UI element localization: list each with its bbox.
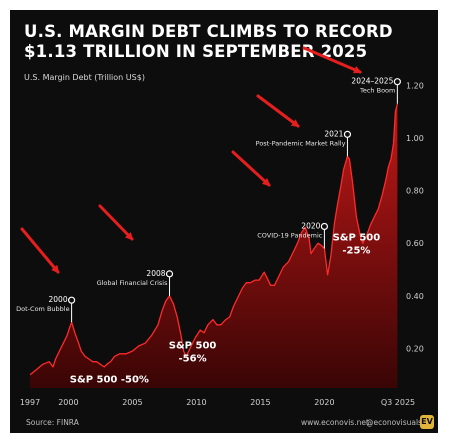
annotation-marker (393, 78, 401, 86)
annotation-text: Post-Pandemic Market Rally (256, 139, 346, 147)
x-tick-label: Q3 2025 (381, 398, 415, 407)
margin-debt-line (29, 103, 399, 376)
source-note: Source: FINRA (26, 418, 79, 427)
annotation-text: Global Financial Crisis (97, 279, 169, 287)
website-link[interactable]: www.econovis.net (301, 418, 369, 427)
drawdown-label: S&P 500 (333, 233, 381, 244)
brand-logo: EV (420, 415, 434, 429)
annotation-text: COVID-19 Pandemic (257, 231, 323, 239)
x-tick-label: 2020 (314, 398, 334, 407)
x-tick-label: 2005 (122, 398, 142, 407)
annotation-text: Tech Boom (359, 87, 395, 95)
title-line-1: U.S. MARGIN DEBT CLIMBS TO RECORD (24, 22, 393, 41)
x-tick-label: 2015 (250, 398, 270, 407)
annotation-text: Dot-Com Bubble (16, 305, 69, 313)
annotation-year: 2008 (146, 269, 165, 278)
arrow-decoration (231, 150, 271, 187)
chart-card: U.S. MARGIN DEBT CLIMBS TO RECORD $1.13 … (10, 10, 438, 433)
y-tick-label: 1.00 (406, 134, 424, 143)
x-tick-label: 1997 (20, 398, 40, 407)
drawdown-label: S&P 500 -50% (70, 375, 149, 386)
arrow-decoration (98, 204, 134, 241)
y-tick-label: 0.20 (406, 345, 424, 354)
drawdown-label: -56% (179, 354, 207, 365)
annotation-marker (67, 296, 76, 304)
annotation-year: 2021 (324, 129, 343, 138)
drawdown-label: S&P 500 (169, 341, 217, 352)
y-tick-label: 0.60 (406, 239, 424, 248)
y-axis-label: U.S. Margin Debt (Trillion US$) (24, 73, 145, 82)
x-tick-label: 2000 (58, 398, 78, 407)
annotation-year: 2020 (301, 221, 320, 230)
arrow-decoration (20, 227, 60, 274)
title-line-2: $1.13 TRILLION IN SEPTEMBER 2025 (24, 42, 368, 61)
arrow-decoration (302, 46, 362, 74)
annotation-marker (343, 130, 352, 138)
y-tick-label: 0.40 (406, 292, 424, 301)
x-tick-label: 2010 (186, 398, 206, 407)
y-tick-label: 0.80 (406, 187, 424, 196)
chart-title: U.S. MARGIN DEBT CLIMBS TO RECORD $1.13 … (24, 22, 424, 62)
y-tick-label: 1.20 (406, 81, 424, 90)
annotation-marker (165, 270, 174, 278)
arrow-decoration (256, 94, 300, 128)
margin-debt-chart: 0.20 0.40 0.60 0.80 1.00 1.20 1997 2000 2005 2010… (16, 46, 424, 407)
drawdown-label: -25% (342, 246, 370, 257)
social-handle[interactable]: @econovisuals (366, 418, 422, 427)
annotation-year: 2000 (49, 295, 68, 304)
annotation-year: 2024–2025 (351, 77, 393, 86)
annotation-marker (320, 222, 328, 231)
margin-debt-area (30, 103, 398, 388)
